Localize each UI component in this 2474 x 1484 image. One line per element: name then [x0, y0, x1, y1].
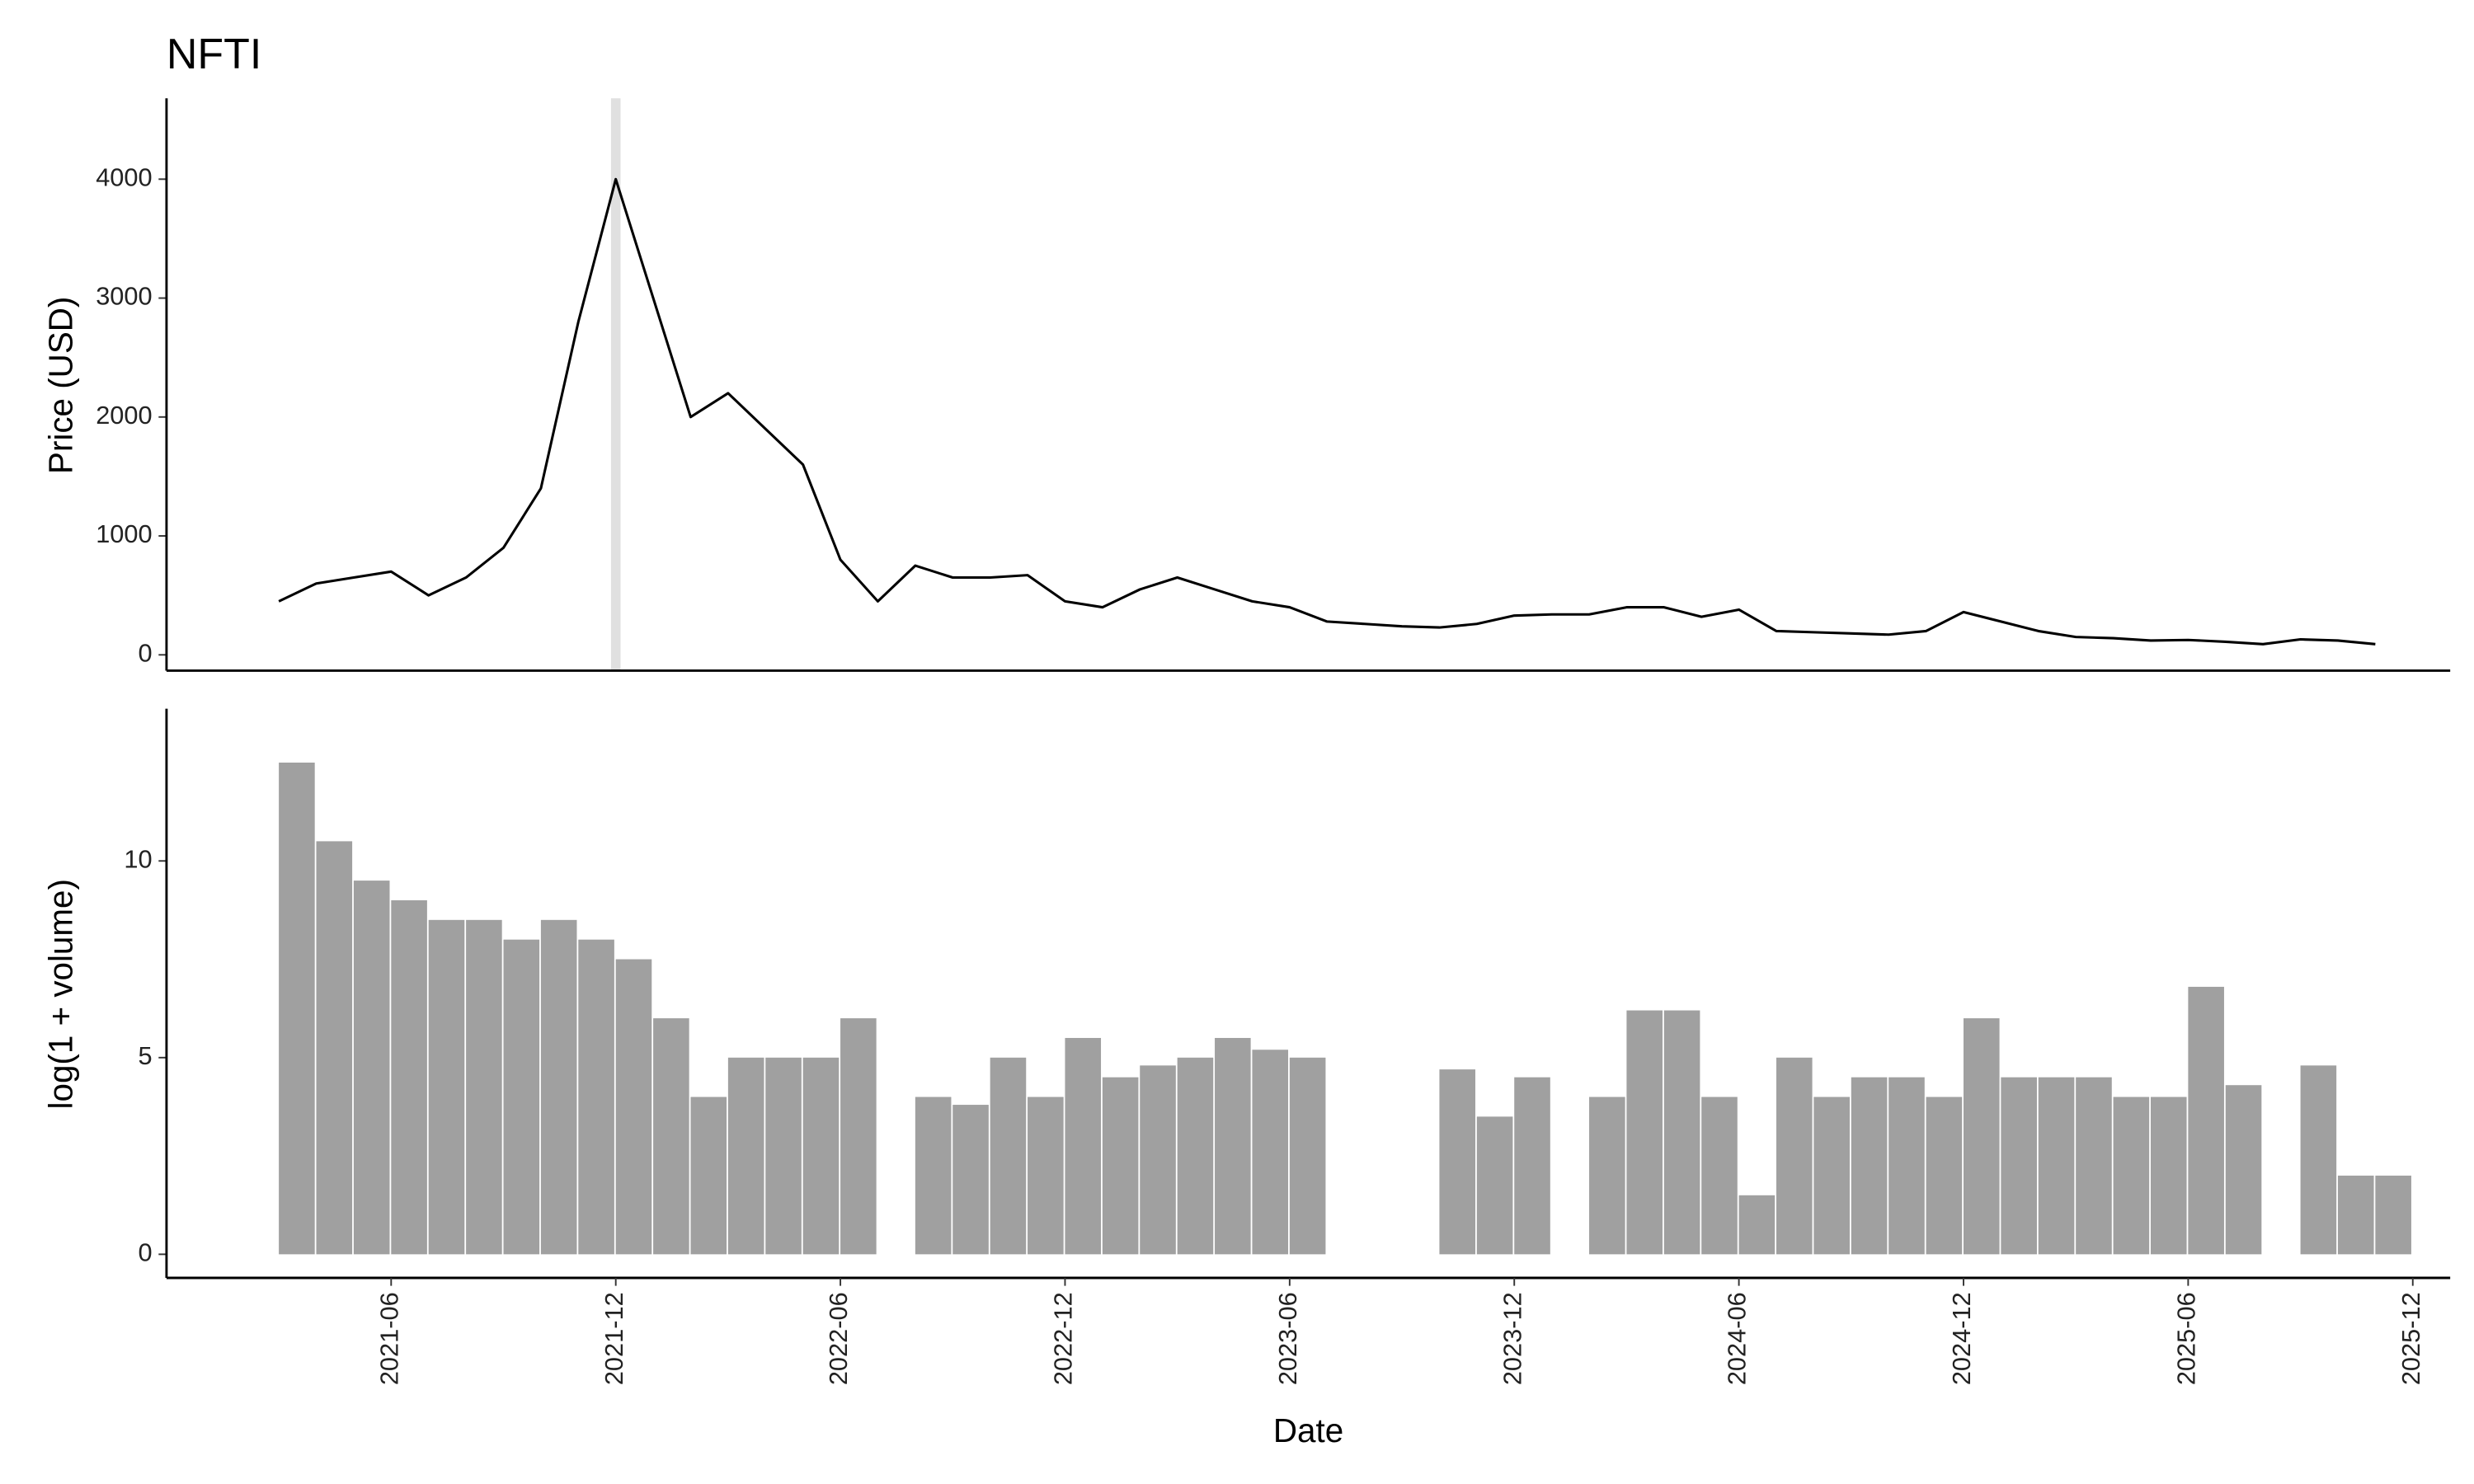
x-tick-label: 2023-12 — [1498, 1292, 1526, 1385]
volume-bar — [1663, 1010, 1700, 1255]
volume-bar — [279, 762, 315, 1255]
y-tick-label: 5 — [139, 1041, 153, 1070]
x-tick-label: 2024-12 — [1947, 1292, 1976, 1385]
volume-bar — [1738, 1195, 1776, 1255]
volume-bar — [1926, 1097, 1963, 1255]
x-tick-label: 2021-12 — [600, 1292, 628, 1385]
volume-bar — [915, 1097, 952, 1255]
chart-title: NFTI — [167, 31, 261, 78]
volume-bar — [1065, 1037, 1102, 1255]
x-tick-label: 2022-06 — [824, 1292, 853, 1385]
x-tick-label: 2024-06 — [1723, 1292, 1752, 1385]
volume-bar — [1514, 1077, 1550, 1255]
volume-bar — [540, 919, 577, 1255]
volume-bar — [840, 1018, 877, 1255]
volume-bar — [2150, 1097, 2187, 1255]
volume-bar — [1028, 1097, 1064, 1255]
highlight-band — [610, 98, 621, 671]
volume-bar — [952, 1105, 989, 1255]
volume-bar — [1626, 1010, 1663, 1255]
volume-bar — [2188, 986, 2224, 1255]
x-tick-label: 2025-12 — [2396, 1292, 2425, 1385]
y-tick-label: 10 — [124, 844, 152, 873]
volume-bar — [1439, 1069, 1476, 1255]
volume-bar — [990, 1057, 1027, 1255]
y-tick-label: 0 — [139, 1237, 153, 1266]
volume-bar — [1776, 1057, 1813, 1255]
volume-bar — [727, 1057, 764, 1255]
volume-bar — [1289, 1057, 1326, 1255]
y-tick-label: 1000 — [96, 519, 152, 548]
volume-bar — [353, 881, 390, 1255]
volume-bar — [1476, 1116, 1513, 1255]
x-tick-label: 2025-06 — [2171, 1292, 2200, 1385]
y-tick-label: 0 — [139, 638, 153, 667]
volume-bar — [1252, 1050, 1289, 1255]
volume-bar — [1102, 1077, 1139, 1255]
volume-bar — [1851, 1077, 1888, 1255]
volume-bar — [1589, 1097, 1625, 1255]
volume-bar — [653, 1018, 689, 1255]
y-axis-title: log(1 + volume) — [42, 879, 80, 1109]
volume-bar — [802, 1057, 840, 1255]
x-tick-label: 2023-06 — [1273, 1292, 1302, 1385]
y-axis-title: Price (USD) — [42, 297, 80, 474]
volume-bar — [2001, 1077, 2037, 1255]
volume-bar — [391, 899, 427, 1255]
x-axis-title: Date — [1273, 1411, 1343, 1449]
volume-bar — [1177, 1057, 1214, 1255]
volume-bar — [578, 939, 614, 1255]
volume-bar — [2337, 1175, 2374, 1255]
volume-bar — [2300, 1065, 2337, 1255]
y-tick-label: 2000 — [96, 401, 152, 430]
volume-bar — [1888, 1077, 1925, 1255]
x-tick-label: 2021-06 — [374, 1292, 403, 1385]
volume-bar — [503, 939, 540, 1255]
x-tick-label: 2022-12 — [1049, 1292, 1078, 1385]
price-line — [278, 177, 2376, 646]
volume-bar — [428, 919, 465, 1255]
volume-bar — [2076, 1077, 2112, 1255]
volume-bar — [690, 1097, 727, 1255]
volume-bar — [2038, 1077, 2075, 1255]
volume-bar — [316, 841, 353, 1255]
volume-bar — [1215, 1037, 1251, 1255]
volume-bar — [615, 959, 652, 1255]
volume-bar — [765, 1057, 802, 1255]
volume-bar — [1140, 1065, 1176, 1255]
volume-bar — [2225, 1085, 2262, 1255]
volume-bar — [2375, 1175, 2411, 1255]
y-tick-label: 3000 — [96, 282, 152, 311]
volume-bar — [2113, 1097, 2150, 1255]
volume-bar — [466, 919, 502, 1255]
volume-bar — [1813, 1097, 1850, 1255]
volume-bar — [1963, 1018, 2000, 1255]
y-tick-label: 4000 — [96, 162, 152, 191]
volume-bar — [1701, 1097, 1738, 1255]
